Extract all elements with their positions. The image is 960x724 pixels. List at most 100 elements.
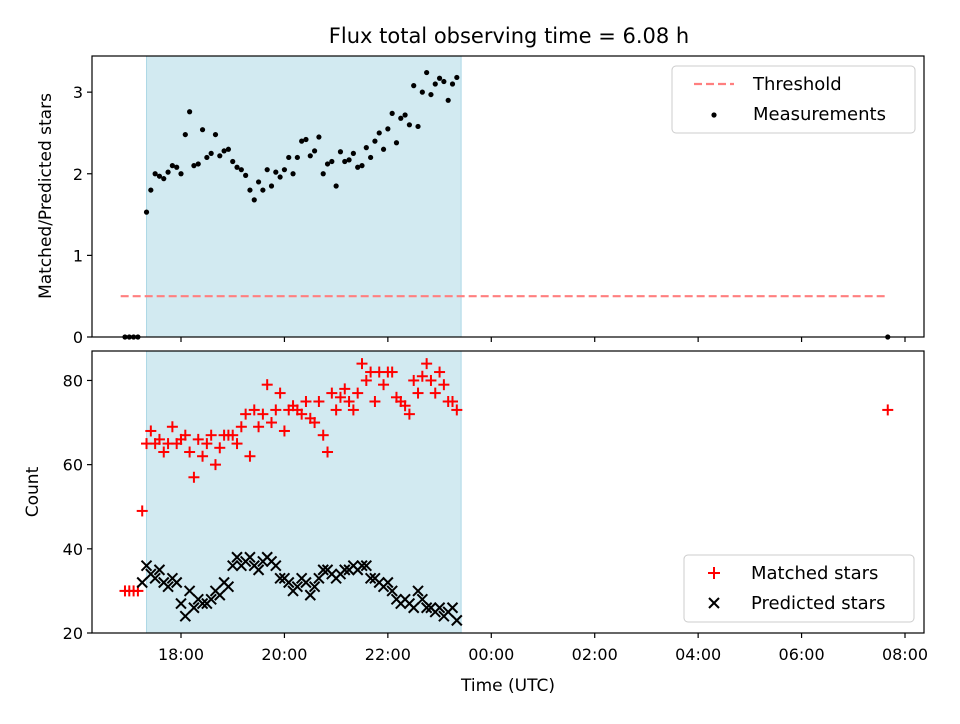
y-tick-label: 20 xyxy=(63,624,83,643)
measurement-point xyxy=(187,109,193,115)
measurement-point xyxy=(432,81,438,87)
matched-star-point xyxy=(261,379,273,391)
matched-star-point xyxy=(158,446,170,458)
matched-star-point xyxy=(201,438,213,450)
predicted-star-point xyxy=(274,572,286,584)
measurement-point xyxy=(208,150,214,156)
measurement-point xyxy=(342,158,348,165)
top-y-axis-label: Matched/Predicted stars xyxy=(36,93,56,299)
measurement-point xyxy=(454,74,460,81)
predicted-stars-legend-swatch xyxy=(708,597,720,609)
matched-star-point xyxy=(451,404,463,416)
x-tick-label: 00:00 xyxy=(468,645,514,664)
matched-star-point xyxy=(270,404,282,416)
predicted-star-point xyxy=(416,593,429,606)
matched-star-point xyxy=(434,366,446,378)
predicted-star-point xyxy=(308,580,321,593)
measurement-point xyxy=(264,167,270,173)
predicted-star-point xyxy=(420,602,433,614)
measurement-point xyxy=(436,75,443,81)
predicted-star-point xyxy=(412,585,424,597)
measurement-point xyxy=(320,171,326,177)
measurement-point xyxy=(428,91,434,98)
matched-star-point xyxy=(192,433,204,445)
measurement-point xyxy=(324,161,331,167)
x-tick-label: 04:00 xyxy=(675,645,721,664)
measurement-point xyxy=(225,146,232,152)
predicted-star-point xyxy=(317,564,329,576)
matched-star-point xyxy=(257,408,269,420)
top-legend-box xyxy=(671,65,916,134)
measurement-point xyxy=(311,148,318,154)
measurement-point xyxy=(355,164,361,170)
bottom-panel-marks xyxy=(119,358,894,627)
predicted-star-point xyxy=(183,585,196,597)
measurement-point xyxy=(204,154,210,161)
matched-star-point xyxy=(179,429,191,441)
matched-star-point xyxy=(313,396,325,408)
measurement-point xyxy=(346,157,352,163)
matched-star-point xyxy=(386,366,398,378)
measurement-point xyxy=(290,171,296,177)
measurement-point xyxy=(411,83,417,89)
measurement-point xyxy=(419,89,425,95)
matched-star-point xyxy=(421,358,433,370)
y-tick-label: 2 xyxy=(73,165,83,184)
top-legend: Threshold Measurements xyxy=(671,65,916,134)
measurement-point xyxy=(385,126,391,132)
measurement-point xyxy=(415,123,421,130)
measurements-legend-label: Measurements xyxy=(753,104,886,125)
predicted-star-point xyxy=(153,564,166,576)
matched-star-point xyxy=(214,442,226,454)
measurement-point xyxy=(156,173,163,179)
measurement-point xyxy=(174,164,180,170)
bottom-panel-frame xyxy=(91,350,925,634)
measurement-point xyxy=(380,146,387,152)
measurement-point xyxy=(247,187,253,193)
y-tick-label: 1 xyxy=(73,246,83,265)
matched-star-point xyxy=(334,391,346,403)
predicted-star-point xyxy=(136,576,148,589)
matched-star-point xyxy=(278,425,290,437)
matched-star-point xyxy=(326,387,338,399)
chart-title: Flux total observing time = 6.08 h xyxy=(329,24,689,48)
predicted-star-point xyxy=(270,559,282,572)
measurement-point xyxy=(251,197,257,203)
matched-star-point xyxy=(266,417,277,429)
matched-star-point xyxy=(227,429,239,441)
bottom-legend-box xyxy=(683,554,915,623)
axes: 0 1 2 3 20 40 60 80 18:00 20:00 22:00 00:00 02:00 04:… xyxy=(63,55,928,664)
y-tick-label: 40 xyxy=(63,540,83,559)
predicted-star-point xyxy=(149,572,161,584)
x-tick-label: 02:00 xyxy=(572,645,618,664)
matched-star-point xyxy=(425,374,437,386)
measurement-point xyxy=(199,127,206,133)
matched-star-point xyxy=(296,408,308,420)
measurement-point xyxy=(368,154,374,161)
measurement-point xyxy=(178,171,184,177)
measurement-point xyxy=(333,183,339,189)
measurement-point xyxy=(238,167,244,173)
matched-star-point xyxy=(166,421,178,433)
matched-star-point xyxy=(378,379,390,391)
predicted-star-point xyxy=(300,576,312,589)
y-tick-label: 80 xyxy=(63,371,83,390)
measurement-point xyxy=(273,169,279,175)
measurement-point xyxy=(294,154,300,161)
predicted-star-point xyxy=(382,576,394,589)
matched-star-point xyxy=(403,408,415,420)
matched-star-point xyxy=(136,505,148,517)
predicted-star-point xyxy=(188,602,200,614)
x-tick-label: 06:00 xyxy=(779,645,825,664)
matched-stars-legend-swatch xyxy=(708,567,720,579)
predicted-star-point xyxy=(214,589,226,601)
matched-star-point xyxy=(412,387,424,399)
predicted-star-point xyxy=(364,572,377,584)
predicted-star-point xyxy=(451,614,463,627)
matched-star-point xyxy=(352,387,364,399)
matched-star-point xyxy=(240,408,252,420)
matched-star-point xyxy=(248,404,260,416)
predicted-star-point xyxy=(446,602,459,614)
measurement-point xyxy=(169,163,175,169)
threshold-legend-label: Threshold xyxy=(752,74,842,95)
